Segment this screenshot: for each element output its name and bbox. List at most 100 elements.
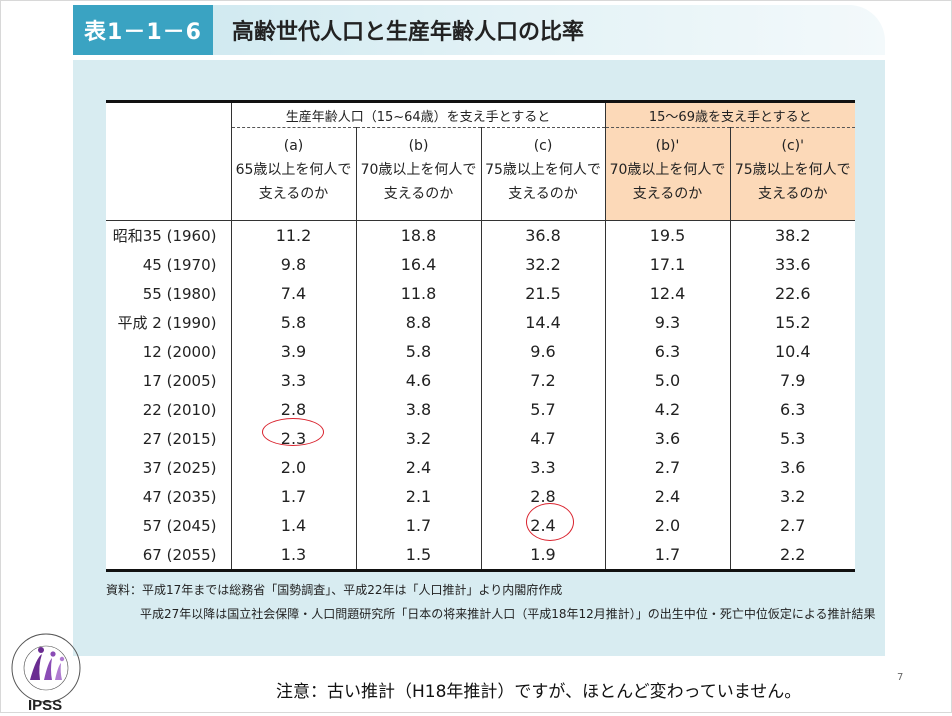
table-cell: 7.9 xyxy=(729,366,855,395)
table-cell: 2.7 xyxy=(729,511,855,540)
table-cell: 4.2 xyxy=(604,395,730,424)
column-header-b: (b) 70歳以上を何人で 支えるのか xyxy=(355,127,481,221)
table-cell: 3.6 xyxy=(729,453,855,482)
table-cell: 9.8 xyxy=(230,250,356,279)
column-letter: (b) xyxy=(408,138,429,154)
table-cell: 1.7 xyxy=(355,511,481,540)
table-row: 22 (2010) 2.8 3.8 5.7 4.2 6.3 xyxy=(106,395,855,424)
row-year-label: 47 (2035) xyxy=(142,487,217,506)
table-cell: 21.5 xyxy=(480,279,605,308)
table-cell: 38.2 xyxy=(729,220,855,250)
row-year-label: 昭和35 (1960) xyxy=(112,227,217,245)
column-label-line2: 支えるのか xyxy=(757,186,828,202)
table-cell: 22.6 xyxy=(729,279,855,308)
page-number: 7 xyxy=(897,672,904,683)
table-row: 昭和35 (1960) 11.2 18.8 36.8 19.5 38.2 xyxy=(106,220,855,250)
highlight-circle-2045-c xyxy=(526,503,574,541)
table-cell: 5.8 xyxy=(355,337,481,366)
table-cell: 11.2 xyxy=(230,220,356,250)
table-cell: 2.0 xyxy=(230,453,356,482)
table-row: 17 (2005) 3.3 4.6 7.2 5.0 7.9 xyxy=(106,366,855,395)
year-header-cell xyxy=(106,102,231,221)
table-cell: 7.4 xyxy=(230,279,356,308)
table-cell: 5.7 xyxy=(480,395,605,424)
table-cell: 6.3 xyxy=(604,337,730,366)
table-cell: 2.4 xyxy=(604,482,730,511)
column-header-b-prime: (b)' 70歳以上を何人で 支えるのか xyxy=(604,127,730,221)
table-cell: 4.7 xyxy=(480,424,605,453)
table-cell: 3.8 xyxy=(355,395,481,424)
table-cell: 3.2 xyxy=(355,424,481,453)
table-cell: 1.7 xyxy=(604,540,730,571)
row-year-label: 12 (2000) xyxy=(142,342,217,361)
table-cell: 8.8 xyxy=(355,308,481,337)
table-cell: 1.5 xyxy=(355,540,481,571)
table-cell: 33.6 xyxy=(729,250,855,279)
table-cell: 32.2 xyxy=(480,250,605,279)
table-cell: 3.6 xyxy=(604,424,730,453)
column-letter: (c)' xyxy=(781,138,804,154)
column-label-line1: 70歳以上を何人で xyxy=(360,162,477,178)
column-label-line2: 支えるのか xyxy=(383,186,454,202)
table-cell: 3.3 xyxy=(230,366,356,395)
table-cell: 7.2 xyxy=(480,366,605,395)
table-cell: 19.5 xyxy=(604,220,730,250)
row-year-label: 平成 2 (1990) xyxy=(117,314,217,332)
table-cell: 15.2 xyxy=(729,308,855,337)
table-cell: 10.4 xyxy=(729,337,855,366)
table-cell: 9.6 xyxy=(480,337,605,366)
column-label-line1: 65歳以上を何人で xyxy=(235,162,352,178)
highlight-circle-2015-a xyxy=(262,418,324,446)
table-cell: 1.3 xyxy=(230,540,356,571)
table-cell: 6.3 xyxy=(729,395,855,424)
table-cell: 2.1 xyxy=(355,482,481,511)
table-row: 37 (2025) 2.0 2.4 3.3 2.7 3.6 xyxy=(106,453,855,482)
table-cell: 2.0 xyxy=(604,511,730,540)
table-cell: 1.9 xyxy=(480,540,605,571)
row-year-label: 22 (2010) xyxy=(142,400,217,419)
source-line-2: 平成27年以降は国立社会保障・人口問題研究所「日本の将来推計人口（平成18年12… xyxy=(140,607,876,621)
row-year-label: 37 (2025) xyxy=(142,458,217,477)
table-cell: 5.0 xyxy=(604,366,730,395)
table-row: 67 (2055) 1.3 1.5 1.9 1.7 2.2 xyxy=(106,540,855,571)
column-letter: (b)' xyxy=(655,138,680,154)
table-cell: 17.1 xyxy=(604,250,730,279)
column-label-line1: 75歳以上を何人で xyxy=(734,162,851,178)
column-label-line2: 支えるのか xyxy=(632,186,703,202)
svg-text:IPSS: IPSS xyxy=(28,697,62,712)
column-label-line1: 75歳以上を何人で xyxy=(485,162,601,178)
table-cell: 11.8 xyxy=(355,279,481,308)
group-header-15-69: 15～69歳を支え手とすると xyxy=(604,101,855,128)
row-year-label: 67 (2055) xyxy=(142,545,217,564)
table-cell: 5.8 xyxy=(230,308,356,337)
group-header-working-age: 生産年齢人口（15~64歳）を支え手とすると xyxy=(230,101,605,128)
ipss-logo-mark: IPSS xyxy=(11,633,81,714)
row-year-label: 27 (2015) xyxy=(142,429,217,448)
table-cell: 16.4 xyxy=(355,250,481,279)
table-row: 12 (2000) 3.9 5.8 9.6 6.3 10.4 xyxy=(106,337,855,366)
slide-title: 高齢世代人口と生産年齢人口の比率 xyxy=(232,20,585,45)
table-row: 45 (1970) 9.8 16.4 32.2 17.1 33.6 xyxy=(106,250,855,279)
table-row: 57 (2045) 1.4 1.7 2.4 2.0 2.7 xyxy=(106,511,855,540)
table-cell: 1.4 xyxy=(230,511,356,540)
column-label-line1: 70歳以上を何人で xyxy=(609,162,726,178)
table-cell: 5.3 xyxy=(729,424,855,453)
table-cell: 3.9 xyxy=(230,337,356,366)
source-note: 資料：平成17年までは総務省「国勢調査」、平成22年は「人口推計」より内閣府作成… xyxy=(106,578,875,626)
column-header-a: (a) 65歳以上を何人で 支えるのか xyxy=(230,127,356,221)
table-cell: 2.7 xyxy=(604,453,730,482)
column-header-c-prime: (c)' 75歳以上を何人で 支えるのか xyxy=(729,127,855,221)
table-cell: 1.7 xyxy=(230,482,356,511)
column-label-line2: 支えるのか xyxy=(508,186,578,202)
table-row: 平成 2 (1990) 5.8 8.8 14.4 9.3 15.2 xyxy=(106,308,855,337)
row-year-label: 57 (2045) xyxy=(142,516,217,535)
table-cell: 4.6 xyxy=(355,366,481,395)
ipss-logo: IPSS xyxy=(4,632,88,714)
table-cell: 3.3 xyxy=(480,453,605,482)
column-letter: (c) xyxy=(533,138,553,154)
table-cell: 36.8 xyxy=(480,220,605,250)
source-line-1: 資料：平成17年までは総務省「国勢調査」、平成22年は「人口推計」より内閣府作成 xyxy=(106,583,563,597)
table-row: 27 (2015) 2.3 3.2 4.7 3.6 5.3 xyxy=(106,424,855,453)
row-year-label: 55 (1980) xyxy=(142,284,217,303)
table-cell: 3.2 xyxy=(729,482,855,511)
